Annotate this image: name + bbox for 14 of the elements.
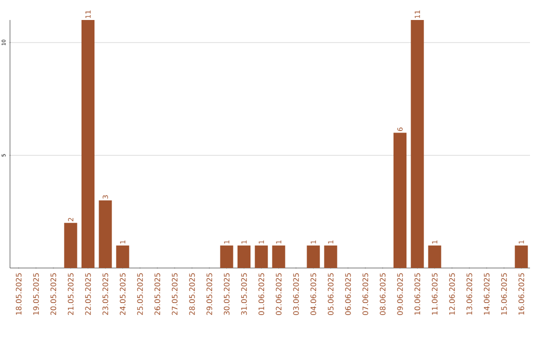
bar — [82, 20, 95, 268]
bar — [306, 245, 320, 268]
bar — [254, 245, 268, 268]
bar — [116, 245, 130, 268]
bar — [272, 245, 286, 268]
bar — [220, 245, 234, 268]
bar — [238, 245, 251, 268]
bar — [64, 222, 78, 268]
bar — [324, 245, 338, 268]
bar — [98, 200, 112, 268]
bar — [428, 245, 442, 268]
bar — [410, 20, 424, 268]
bar — [394, 132, 407, 268]
bar — [514, 245, 528, 268]
